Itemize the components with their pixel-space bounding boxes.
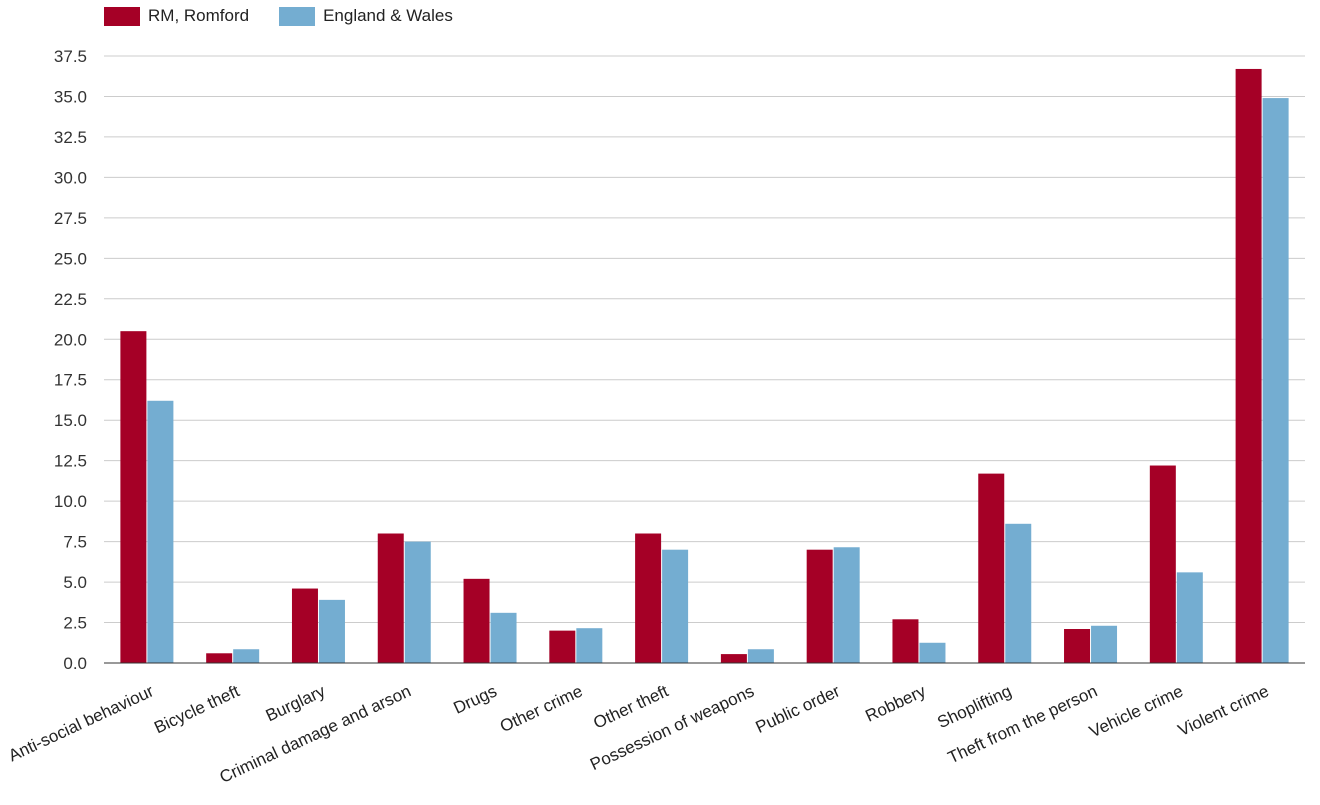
- y-tick-label: 20.0: [54, 330, 87, 349]
- x-tick-label: Burglary: [263, 681, 329, 725]
- legend-item-england-wales[interactable]: England & Wales: [279, 6, 453, 26]
- x-tick-label: Anti-social behaviour: [6, 681, 157, 765]
- legend-label-england-wales: England & Wales: [323, 6, 453, 25]
- bar-romford[interactable]: [1149, 465, 1176, 663]
- y-tick-label: 32.5: [54, 128, 87, 147]
- y-axis-tick-labels: 0.0 2.5 5.0 7.5 10.0 12.5 15.0 17.5 20.0 22.5 25.0…: [54, 47, 87, 673]
- bar-romford[interactable]: [291, 588, 318, 663]
- legend-label-romford: RM, Romford: [148, 6, 250, 25]
- legend-swatch-romford: [104, 6, 140, 26]
- x-tick-label: Bicycle theft: [151, 681, 242, 737]
- bar-england-wales[interactable]: [233, 649, 260, 663]
- legend-swatch-england-wales: [279, 6, 316, 26]
- bar-england-wales[interactable]: [404, 541, 431, 663]
- x-tick-label: Drugs: [451, 681, 500, 717]
- bar-england-wales[interactable]: [747, 649, 774, 663]
- bar-romford[interactable]: [892, 619, 919, 663]
- bar-romford[interactable]: [1064, 629, 1091, 663]
- y-tick-label: 5.0: [63, 573, 87, 592]
- bar-england-wales[interactable]: [576, 628, 603, 663]
- bar-romford[interactable]: [120, 331, 147, 663]
- bar-romford[interactable]: [720, 654, 747, 663]
- bar-romford[interactable]: [463, 578, 490, 663]
- bar-england-wales[interactable]: [833, 547, 860, 663]
- bar-romford[interactable]: [978, 473, 1005, 663]
- y-tick-label: 10.0: [54, 492, 87, 511]
- legend: RM, Romford England & Wales: [104, 6, 453, 26]
- x-tick-label: Violent crime: [1175, 681, 1272, 740]
- x-tick-label: Robbery: [862, 681, 929, 726]
- bar-england-wales[interactable]: [1262, 98, 1289, 664]
- x-tick-label: Public order: [753, 681, 844, 737]
- x-tick-label: Vehicle crime: [1086, 681, 1186, 741]
- bar-england-wales[interactable]: [1005, 523, 1032, 663]
- bar-england-wales[interactable]: [147, 400, 174, 663]
- x-tick-label: Theft from the person: [945, 681, 1100, 767]
- y-tick-label: 15.0: [54, 411, 87, 430]
- y-tick-label: 27.5: [54, 209, 87, 228]
- y-tick-label: 0.0: [63, 654, 87, 673]
- y-tick-label: 17.5: [54, 371, 87, 390]
- y-tick-label: 22.5: [54, 290, 87, 309]
- bar-romford[interactable]: [549, 630, 576, 663]
- y-tick-label: 2.5: [63, 614, 87, 633]
- bar-romford[interactable]: [806, 549, 833, 663]
- y-tick-label: 35.0: [54, 87, 87, 106]
- bar-romford[interactable]: [377, 533, 404, 663]
- y-tick-label: 30.0: [54, 168, 87, 187]
- y-tick-label: 12.5: [54, 452, 87, 471]
- y-tick-label: 37.5: [54, 47, 87, 66]
- grid-layer: [104, 55, 1305, 624]
- bar-romford[interactable]: [1235, 68, 1262, 663]
- bar-england-wales[interactable]: [662, 549, 689, 663]
- bar-england-wales[interactable]: [1176, 572, 1203, 663]
- legend-item-romford[interactable]: RM, Romford: [104, 6, 249, 26]
- bar-england-wales[interactable]: [1091, 625, 1118, 663]
- x-tick-label: Other crime: [497, 681, 586, 736]
- x-tick-label: Possession of weapons: [587, 681, 757, 774]
- bars: [120, 68, 1289, 664]
- bar-romford[interactable]: [635, 533, 662, 663]
- y-tick-label: 25.0: [54, 249, 87, 268]
- y-tick-label: 7.5: [63, 533, 87, 552]
- bar-england-wales[interactable]: [318, 599, 345, 663]
- bar-england-wales[interactable]: [919, 642, 946, 663]
- bar-england-wales[interactable]: [490, 612, 517, 663]
- bar-romford[interactable]: [206, 653, 233, 663]
